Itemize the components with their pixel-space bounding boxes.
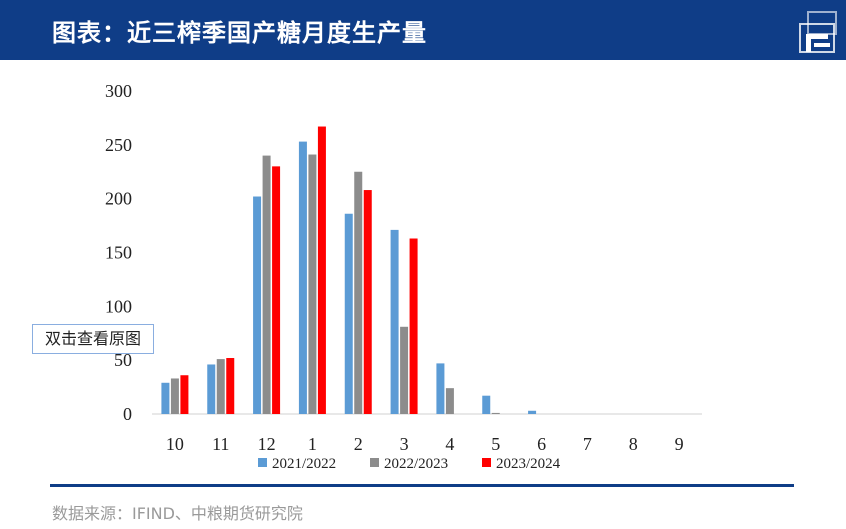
x-tick-label: 6	[537, 434, 546, 454]
bar	[436, 363, 445, 414]
legend-swatch	[370, 458, 379, 467]
bar	[445, 388, 454, 414]
legend-swatch	[258, 458, 267, 467]
bar	[409, 238, 418, 414]
legend: 2021/2022 2022/2023 2023/2024	[258, 456, 561, 472]
bar	[253, 196, 262, 414]
legend-label: 2022/2023	[384, 456, 448, 472]
legend-label: 2023/2024	[496, 456, 561, 472]
bar	[482, 395, 491, 414]
bar	[317, 126, 326, 414]
x-tick-label: 8	[629, 434, 638, 454]
bar	[298, 141, 307, 414]
bar	[400, 326, 409, 414]
y-tick-label: 100	[105, 296, 132, 316]
bar	[180, 375, 189, 414]
bar	[344, 213, 353, 414]
x-tick-label: 1	[308, 434, 317, 454]
x-tick-label: 2	[354, 434, 363, 454]
divider	[50, 484, 794, 487]
bar	[491, 412, 500, 414]
y-tick-labels: 0 50 100 150 200 250 300	[105, 81, 132, 424]
legend-label: 2021/2022	[272, 456, 336, 472]
bar	[354, 171, 363, 414]
bar-group	[161, 126, 537, 415]
y-tick-label: 200	[105, 189, 132, 209]
bar	[226, 358, 235, 414]
bar	[216, 359, 225, 414]
view-original-button[interactable]: 双击查看原图	[32, 324, 154, 354]
x-tick-label: 10	[166, 434, 184, 454]
x-tick-label: 3	[400, 434, 409, 454]
bar	[161, 382, 170, 414]
x-tick-label: 4	[445, 434, 454, 454]
y-tick-label: 50	[114, 350, 132, 370]
bar	[308, 154, 317, 415]
x-tick-label: 12	[258, 434, 276, 454]
x-tick-label: 5	[491, 434, 500, 454]
bar	[390, 229, 399, 414]
chart-title: 图表：近三榨季国产糖月度生产量	[52, 19, 427, 47]
source-note: 数据来源：IFIND、中粮期货研究院	[52, 504, 303, 523]
y-tick-label: 300	[105, 81, 132, 101]
bar	[262, 155, 271, 414]
bar	[170, 378, 179, 414]
bar	[363, 190, 372, 414]
bar	[207, 364, 216, 414]
x-tick-label: 7	[583, 434, 592, 454]
bar	[528, 410, 537, 414]
y-tick-label: 250	[105, 135, 132, 155]
logo-icon	[799, 11, 837, 53]
header-bar: 图表：近三榨季国产糖月度生产量	[0, 0, 846, 60]
y-tick-label: 0	[123, 404, 132, 424]
x-tick-label: 11	[212, 434, 229, 454]
legend-swatch	[482, 458, 491, 467]
x-tick-labels: 10 11 12 1 2 3 4 5 6 7 8 9	[166, 434, 684, 454]
x-tick-label: 9	[675, 434, 684, 454]
y-tick-label: 150	[105, 243, 132, 263]
bar	[272, 166, 281, 414]
